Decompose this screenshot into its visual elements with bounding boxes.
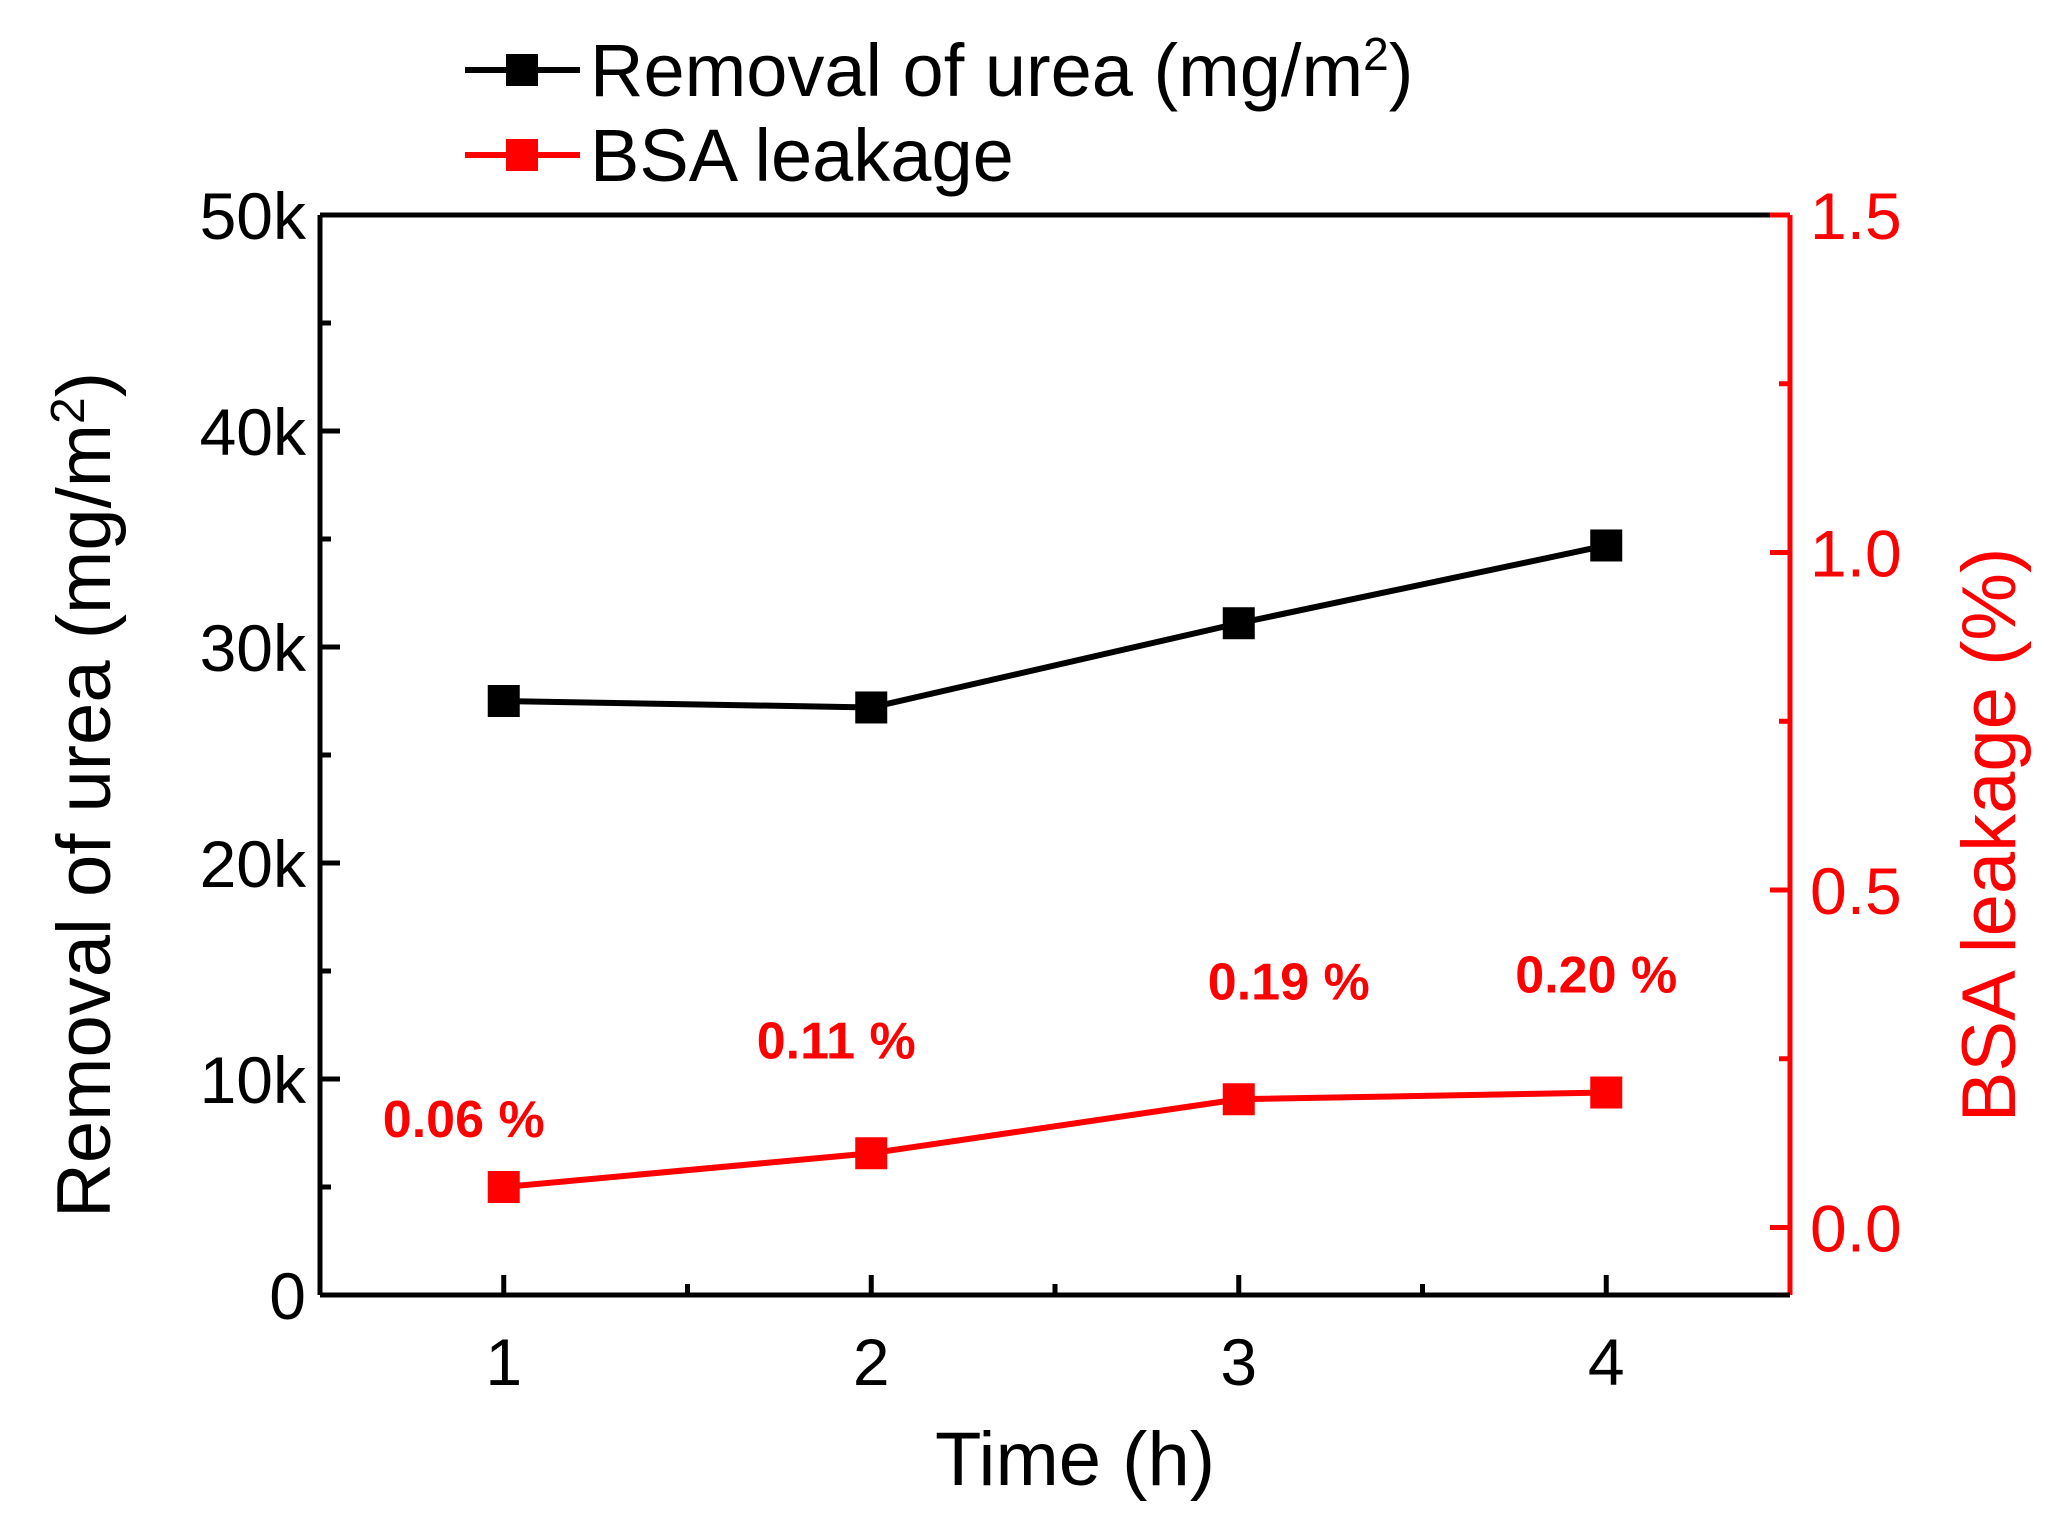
data-point-marker [487,1171,520,1203]
data-label: 0.11 % [757,1012,916,1070]
data-point-marker [1222,607,1255,640]
data-label: 0.20 % [1515,947,1677,1005]
data-label: 0.19 % [1208,953,1370,1011]
data-point-marker [1590,1076,1623,1109]
legend-entry: Removal of urea (mg/m2) [465,28,1413,112]
series-line [503,1089,1607,1190]
left-tick-label: 20k [200,827,307,901]
legend: Removal of urea (mg/m2)BSA leakage [465,28,1413,197]
left-tick-label: 10k [200,1043,307,1117]
data-point-marker [487,685,520,717]
left-tick-label: 50k [200,179,307,253]
right-tick-label: 0.5 [1810,854,1902,928]
data-label: 0.06 % [383,1091,545,1149]
legend-label: Removal of urea (mg/m2) [590,28,1413,112]
left-axis-title: Removal of urea (mg/m2) [42,372,128,1218]
legend-marker [506,139,538,171]
data-point-marker [855,691,888,724]
left-tick-label: 40k [200,395,307,469]
data-point-marker [1222,1083,1255,1116]
legend-label: BSA leakage [590,114,1014,197]
left-tick-label: 0 [269,1259,306,1333]
data-point-marker [855,1137,888,1170]
series-removal-of-urea [487,529,1623,724]
legend-marker [506,54,538,86]
right-y-axis: 0.0 0.5 1.0 1.5 BSA leakage (%) [1770,179,2032,1295]
x-tick-label: 3 [1220,1325,1257,1399]
x-axis: 1 2 3 4 Time (h) [320,1275,1790,1502]
legend-entry: BSA leakage [465,114,1014,197]
x-tick-label: 4 [1588,1325,1625,1399]
right-axis-title: BSA leakage (%) [1947,548,2032,1123]
right-tick-label: 1.5 [1810,179,1902,253]
x-axis-title: Time (h) [935,1417,1215,1502]
plot-area: 0.06 % 0.11 % 0.19 % 0.20 % [320,212,1790,1203]
right-tick-label: 1.0 [1810,517,1902,591]
right-tick-label: 0.0 [1810,1192,1902,1266]
left-tick-label: 30k [200,611,307,685]
x-tick-label: 2 [853,1325,890,1399]
left-y-axis: 0 10k 20k 30k 40k 50k Removal of urea (mg/m2) [42,179,340,1333]
data-point-marker [1590,529,1623,562]
series-bsa-leakage: 0.06 % 0.11 % 0.19 % 0.20 % [383,947,1677,1203]
x-tick-label: 1 [485,1325,522,1399]
series-line [503,542,1607,711]
